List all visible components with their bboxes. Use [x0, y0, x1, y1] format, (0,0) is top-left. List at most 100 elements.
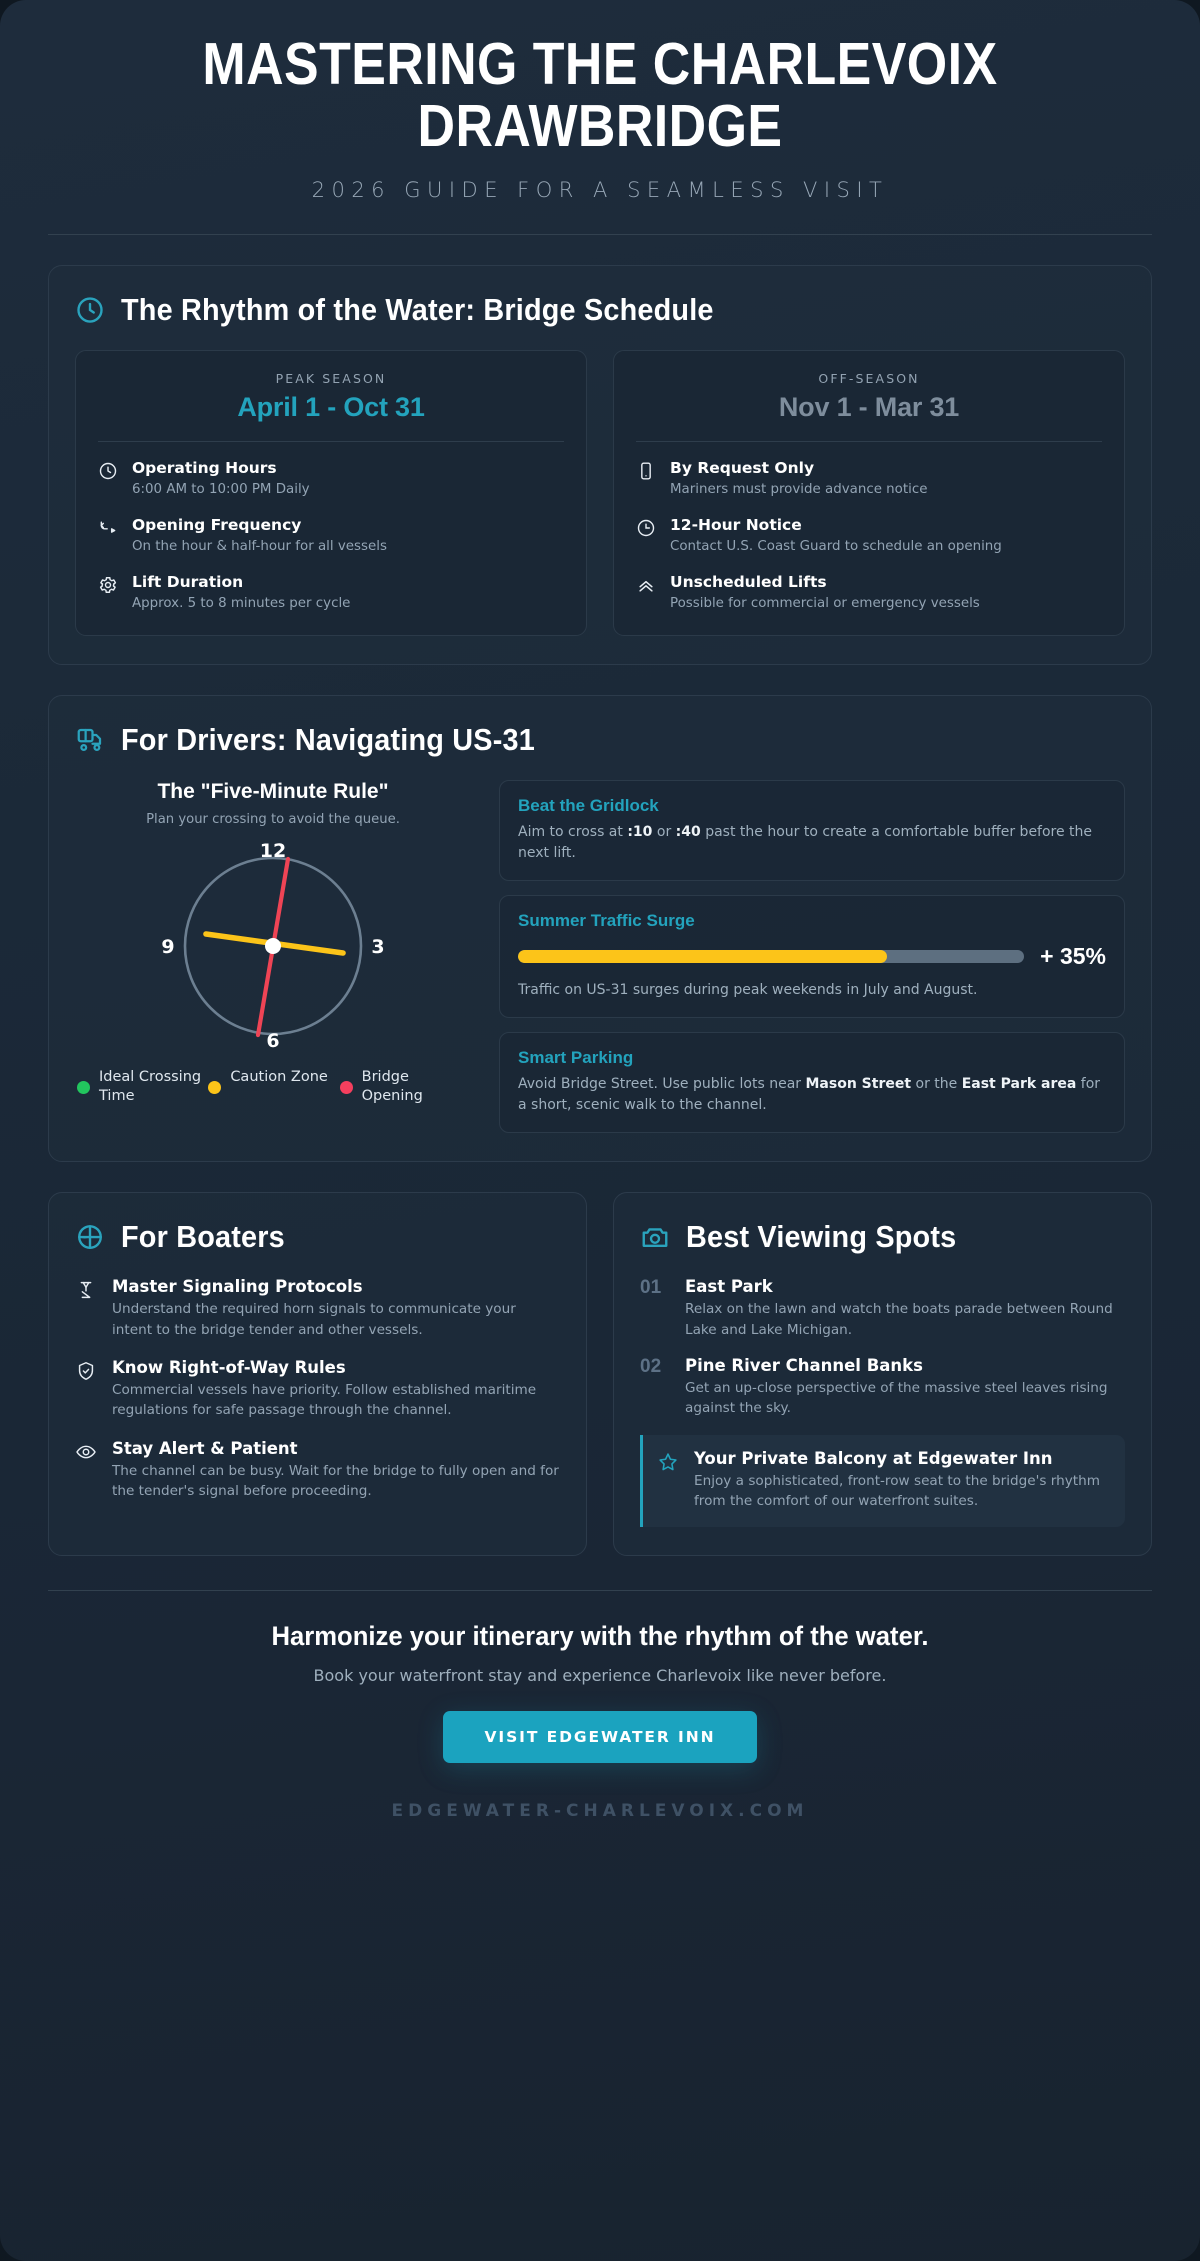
- legend-dot-yellow: [208, 1081, 222, 1095]
- eye-icon: [75, 1441, 97, 1463]
- tip-title: Beat the Gridlock: [518, 796, 659, 816]
- footer-subline: Book your waterfront stay and experience…: [313, 1665, 887, 1685]
- item-desc: Enjoy a sophisticated, front-row seat to…: [694, 1472, 1100, 1510]
- legend-label: Caution Zone: [230, 1069, 328, 1086]
- legend-label: Bridge Opening: [361, 1069, 423, 1104]
- footer: Harmonize your itinerary with the rhythm…: [48, 1591, 1152, 1821]
- hero-header: MASTERING THE CHARLEVOIX DRAWBRIDGE 2026…: [48, 0, 1152, 202]
- clock-hub: [265, 938, 281, 955]
- item-desc: 6:00 AM to 10:00 PM Daily: [132, 482, 310, 498]
- traffic-surge-meter: + 35%: [518, 943, 1106, 970]
- clock-icon: [98, 461, 118, 481]
- tip-title: Smart Parking: [518, 1048, 634, 1068]
- compass-icon: [75, 1222, 105, 1252]
- boaters-title: For Boaters: [121, 1219, 285, 1255]
- viewing-header: Best Viewing Spots: [640, 1219, 1125, 1255]
- page-subtitle: 2026 Guide for a Seamless Visit: [311, 177, 889, 202]
- off-season-range: Nov 1 - Mar 31: [778, 391, 960, 422]
- list-item: 02 Pine River Channel Banks Get an up-cl…: [640, 1356, 1125, 1419]
- lower-grid: For Boaters Master Signaling Protocols U…: [48, 1192, 1152, 1556]
- schedule-header: The Rhythm of the Water: Bridge Schedule: [75, 292, 1125, 328]
- legend-item-ideal: Ideal Crossing Time: [77, 1068, 206, 1105]
- item-title: 12-Hour Notice: [670, 515, 802, 534]
- boaters-header: For Boaters: [75, 1219, 560, 1255]
- item-desc: Get an up-close perspective of the massi…: [685, 1380, 1108, 1417]
- shield-icon: [75, 1360, 97, 1382]
- item-title: East Park: [685, 1277, 773, 1297]
- item-title: Your Private Balcony at Edgewater Inn: [694, 1448, 1053, 1468]
- camera-icon: [640, 1222, 670, 1252]
- list-item: Opening Frequency On the hour & half-hou…: [98, 515, 564, 556]
- svg-text:9: 9: [161, 936, 174, 958]
- spot-number: 01: [640, 1277, 662, 1299]
- viewing-spots-section: Best Viewing Spots 01 East Park Relax on…: [613, 1192, 1152, 1556]
- svg-text:12: 12: [260, 840, 286, 862]
- svg-text:3: 3: [371, 936, 384, 958]
- route-icon: [98, 518, 118, 538]
- item-title: Lift Duration: [132, 573, 244, 591]
- footer-website: EDGEWATER-CHARLEVOIX.COM: [391, 1800, 809, 1821]
- chevrons-up-icon: [636, 575, 656, 595]
- five-minute-rule: The "Five-Minute Rule" Plan your crossin…: [75, 780, 471, 1105]
- item-desc: Approx. 5 to 8 minutes per cycle: [132, 596, 351, 612]
- peak-season-range: April 1 - Oct 31: [237, 391, 425, 422]
- schedule-cards: PEAK SEASON April 1 - Oct 31 Operating H…: [75, 349, 1125, 637]
- list-item: 12-Hour Notice Contact U.S. Coast Guard …: [636, 515, 1102, 556]
- list-item: 01 East Park Relax on the lawn and watch…: [640, 1277, 1125, 1340]
- list-item: By Request Only Mariners must provide ad…: [636, 458, 1102, 499]
- signal-icon: [75, 1279, 97, 1301]
- item-desc: Commercial vessels have priority. Follow…: [112, 1382, 537, 1419]
- item-title: Stay Alert & Patient: [112, 1438, 298, 1458]
- peak-season-card: PEAK SEASON April 1 - Oct 31 Operating H…: [75, 349, 587, 637]
- clock-icon: [636, 518, 656, 538]
- tip-summer-traffic-surge: Summer Traffic Surge + 35% Traffic on US…: [499, 894, 1125, 1019]
- rule-title: The "Five-Minute Rule": [157, 780, 389, 804]
- drivers-header: For Drivers: Navigating US-31: [75, 722, 1125, 758]
- list-item: Unscheduled Lifts Possible for commercia…: [636, 572, 1102, 613]
- clock-face-svg: 12 3 6 9: [161, 840, 384, 1052]
- footer-headline: Harmonize your itinerary with the rhythm…: [271, 1620, 929, 1651]
- smartphone-icon: [636, 461, 656, 481]
- tip-beat-the-gridlock: Beat the Gridlock Aim to cross at :10 or…: [499, 780, 1125, 881]
- off-season-card: OFF-SEASON Nov 1 - Mar 31 By Request Onl…: [613, 349, 1125, 637]
- spot-number: 02: [640, 1356, 662, 1378]
- tip-body: Aim to cross at :10 or :40 past the hour…: [518, 824, 1093, 861]
- page-title: MASTERING THE CHARLEVOIX DRAWBRIDGE: [202, 31, 998, 159]
- legend-item-opening: Bridge Opening: [339, 1068, 469, 1105]
- tip-body: Avoid Bridge Street. Use public lots nea…: [518, 1076, 1101, 1113]
- peak-season-kicker: PEAK SEASON: [275, 370, 387, 386]
- schedule-section: The Rhythm of the Water: Bridge Schedule…: [48, 264, 1152, 666]
- featured-spot: Your Private Balcony at Edgewater Inn En…: [640, 1434, 1125, 1527]
- item-title: Unscheduled Lifts: [670, 573, 827, 591]
- list-item: Stay Alert & Patient The channel can be …: [75, 1439, 560, 1502]
- item-desc: The channel can be busy. Wait for the br…: [112, 1462, 559, 1500]
- progress-track: [518, 949, 1025, 963]
- rule-caption: Plan your crossing to avoid the queue.: [146, 812, 400, 828]
- drivers-title: For Drivers: Navigating US-31: [121, 722, 535, 758]
- item-desc: Possible for commercial or emergency ves…: [670, 596, 980, 612]
- visit-edgewater-inn-button[interactable]: VISIT EDGEWATER INN: [442, 1710, 758, 1763]
- header-divider: [48, 233, 1152, 235]
- legend-label: Ideal Crossing Time: [99, 1069, 202, 1104]
- surge-value: + 35%: [1040, 942, 1106, 969]
- tip-title: Summer Traffic Surge: [518, 910, 695, 930]
- schedule-title: The Rhythm of the Water: Bridge Schedule: [121, 291, 714, 327]
- viewing-title: Best Viewing Spots: [686, 1219, 957, 1255]
- tip-body: Traffic on US-31 surges during peak week…: [518, 981, 978, 998]
- drivers-section: For Drivers: Navigating US-31 The "Five-…: [48, 695, 1152, 1163]
- legend-item-caution: Caution Zone: [208, 1068, 337, 1105]
- list-item: Master Signaling Protocols Understand th…: [75, 1277, 560, 1340]
- off-season-kicker: OFF-SEASON: [818, 370, 920, 386]
- gear-icon: [98, 575, 118, 595]
- item-desc: Relax on the lawn and watch the boats pa…: [685, 1301, 1113, 1338]
- item-desc: On the hour & half-hour for all vessels: [132, 539, 387, 555]
- item-desc: Mariners must provide advance notice: [670, 482, 928, 498]
- item-desc: Contact U.S. Coast Guard to schedule an …: [670, 539, 1002, 555]
- progress-fill: [518, 949, 888, 963]
- item-title: By Request Only: [670, 458, 815, 477]
- item-title: Master Signaling Protocols: [112, 1277, 363, 1297]
- list-item: Know Right-of-Way Rules Commercial vesse…: [75, 1358, 560, 1421]
- boaters-section: For Boaters Master Signaling Protocols U…: [48, 1192, 587, 1556]
- clock-icon: [75, 295, 105, 325]
